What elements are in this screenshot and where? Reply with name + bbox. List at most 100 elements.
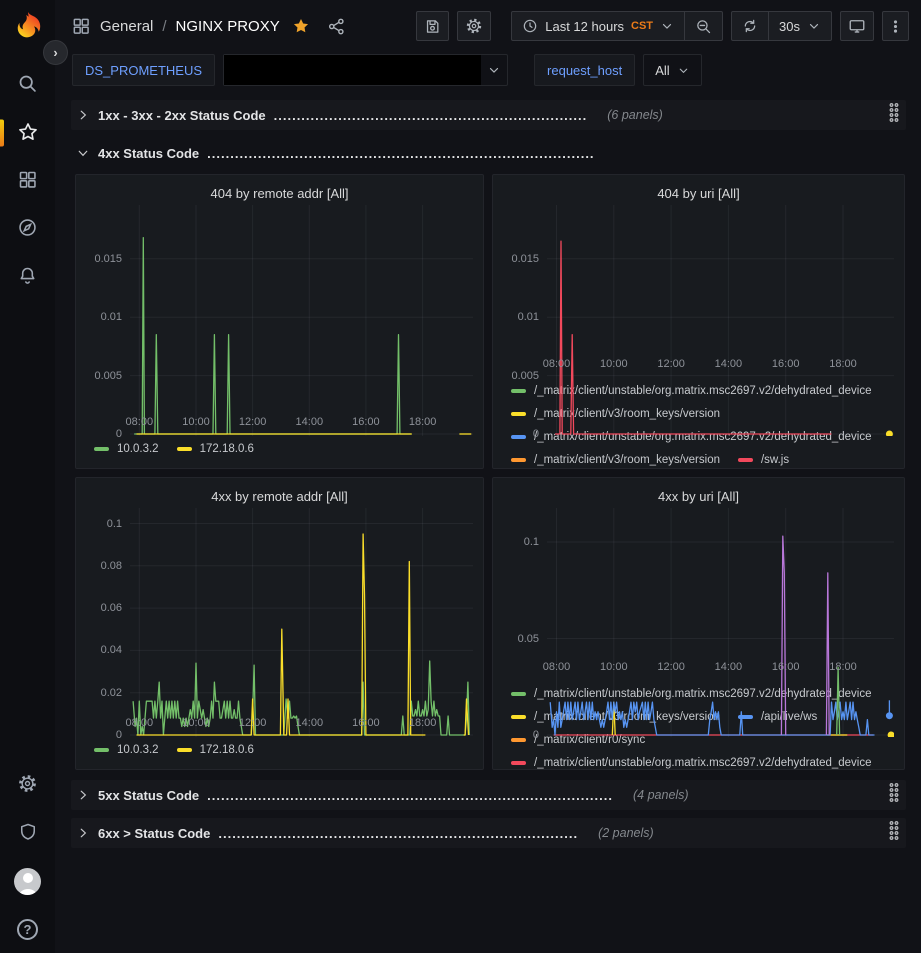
sidebar-item-server-admin[interactable]: [0, 809, 55, 857]
row-header-4xx[interactable]: 4xx Status Code ........................…: [71, 138, 906, 168]
chevron-down-icon: [481, 55, 507, 85]
datasource-variable-label[interactable]: DS_PROMETHEUS: [72, 54, 216, 86]
x-tick-label: 18:00: [829, 358, 857, 370]
row-title-leader: ........................................…: [218, 825, 579, 841]
legend-item[interactable]: /_matrix/client/unstable/org.matrix.msc2…: [511, 682, 872, 705]
x-axis: 08:00 10:00 12:00 14:00 16:00 18:00: [543, 661, 894, 677]
kebab-menu-button[interactable]: [882, 11, 909, 41]
x-tick-label: 08:00: [542, 358, 571, 370]
panel-title[interactable]: 404 by remote addr [All]: [210, 185, 349, 201]
dashboard-settings-button[interactable]: [457, 11, 492, 41]
time-series-chart: 0 0.02 0.04 0.06 0.08 0.1 08:00 10:00 12:00 14:0…: [86, 508, 473, 761]
sidebar-item-search[interactable]: [0, 61, 55, 109]
legend-item[interactable]: /_matrix/client/v3/room_keys/version: [511, 402, 720, 425]
x-tick-label: 16:00: [771, 661, 800, 673]
legend-item[interactable]: 10.0.3.2: [94, 738, 159, 761]
row-title: 4xx Status Code: [98, 145, 200, 161]
legend-item[interactable]: /api/live/ws: [737, 705, 817, 728]
legend-item[interactable]: /_matrix/client/v3/room_keys/version: [511, 448, 720, 468]
chevron-down-icon: [660, 19, 674, 33]
drag-handle-icon[interactable]: [889, 821, 899, 846]
plot-area[interactable]: [130, 205, 473, 436]
breadcrumb-dashboard-title[interactable]: NGINX PROXY: [175, 17, 280, 35]
y-axis: 0 0.02 0.04 0.06 0.08 0.1: [86, 508, 130, 742]
sidebar-item-configuration[interactable]: [0, 761, 55, 809]
x-axis: 08:00 10:00 12:00 14:00 16:00 18:00: [126, 717, 473, 733]
breadcrumb: General / NGINX PROXY: [71, 16, 346, 36]
refresh-button[interactable]: [732, 12, 768, 40]
save-dashboard-button[interactable]: [416, 11, 450, 41]
chevron-down-icon: [807, 19, 821, 33]
legend-item[interactable]: /_matrix/client/unstable/org.matrix.msc2…: [511, 751, 872, 769]
x-tick-label: 18:00: [408, 717, 437, 729]
breadcrumb-folder[interactable]: General: [100, 17, 154, 35]
clock-icon: [522, 18, 538, 34]
panel-title[interactable]: 404 by uri [All]: [657, 185, 740, 201]
y-tick-label: 0.06: [100, 602, 122, 615]
row-title: 1xx - 3xx - 2xx Status Code: [98, 107, 266, 123]
dashboard-body: 1xx - 3xx - 2xx Status Code ............…: [55, 96, 921, 953]
y-tick-label: 0.1: [106, 517, 122, 530]
grafana-logo[interactable]: [10, 9, 46, 45]
y-axis: 0 0.005 0.01 0.015: [503, 205, 547, 440]
kebab-icon: [887, 18, 904, 35]
panel-title[interactable]: 4xx by remote addr [All]: [211, 488, 348, 504]
zoom-out-time-button[interactable]: [684, 12, 722, 40]
x-tick-label: 08:00: [542, 661, 571, 673]
dashboard-header: General / NGINX PROXY Last 12 hours CST: [55, 0, 921, 52]
x-tick-label: 14:00: [714, 358, 743, 370]
panel-title[interactable]: 4xx by uri [All]: [658, 488, 739, 504]
legend-item[interactable]: /_matrix/client/unstable/org.matrix.msc2…: [511, 379, 872, 402]
tv-mode-button[interactable]: [840, 11, 874, 41]
sidebar-item-starred[interactable]: [0, 109, 55, 157]
drag-handle-icon[interactable]: [889, 103, 899, 128]
x-tick-label: 12:00: [238, 416, 267, 428]
y-tick-label: 0: [115, 428, 122, 440]
sidebar-item-help[interactable]: ?: [0, 905, 55, 953]
sidebar-expand-button[interactable]: ›: [43, 40, 68, 65]
request-host-variable-value: All: [655, 62, 670, 78]
y-tick-label: 0.005: [511, 369, 539, 382]
avatar: [14, 867, 41, 895]
timezone-label: CST: [631, 20, 654, 32]
legend-item[interactable]: 172.18.0.6: [176, 437, 254, 460]
row-header-5xx[interactable]: 5xx Status Code ........................…: [71, 780, 906, 810]
star-icon[interactable]: [292, 17, 310, 35]
sidebar-item-dashboards[interactable]: [0, 157, 55, 205]
share-icon[interactable]: [327, 17, 346, 36]
y-tick-label: 0.005: [94, 369, 122, 382]
legend-item[interactable]: 10.0.3.2: [94, 437, 159, 460]
row-title-leader: ........................................…: [207, 145, 595, 161]
plot-area[interactable]: [130, 508, 473, 737]
breadcrumb-separator: /: [162, 17, 167, 35]
legend-item[interactable]: /_matrix/client/r0/sync: [511, 728, 645, 751]
row-header-1xx-3xx-2xx[interactable]: 1xx - 3xx - 2xx Status Code ............…: [71, 100, 906, 130]
y-tick-label: 0.1: [523, 536, 539, 548]
y-tick-label: 0.015: [511, 252, 539, 265]
sidebar: ?: [0, 0, 55, 953]
time-range-picker[interactable]: Last 12 hours CST: [512, 12, 684, 40]
legend: /_matrix/client/unstable/org.matrix.msc2…: [511, 682, 894, 769]
datasource-variable-select[interactable]: [223, 54, 509, 86]
request-host-variable-label[interactable]: request_host: [534, 54, 636, 86]
plot-area[interactable]: [547, 508, 894, 737]
legend-item[interactable]: /sw.js: [737, 448, 789, 468]
x-axis: 08:00 10:00 12:00 14:00 16:00 18:00: [543, 358, 894, 374]
sidebar-item-explore[interactable]: [0, 205, 55, 253]
drag-handle-icon[interactable]: [889, 783, 899, 808]
row-header-6xx[interactable]: 6xx > Status Code ......................…: [71, 818, 906, 848]
x-tick-label: 18:00: [829, 661, 857, 673]
bell-icon: [17, 265, 38, 289]
row-panel-count: (2 panels): [598, 826, 654, 840]
legend: 10.0.3.2 172.18.0.6: [94, 437, 473, 460]
sidebar-item-alerting[interactable]: [0, 253, 55, 301]
shield-icon: [18, 822, 38, 845]
legend-item[interactable]: 172.18.0.6: [176, 738, 254, 761]
y-tick-label: 0.05: [517, 632, 539, 645]
plot-area[interactable]: [547, 205, 894, 436]
row-title-leader: ........................................…: [273, 107, 588, 123]
request-host-variable-select[interactable]: All: [643, 54, 702, 86]
sidebar-item-profile[interactable]: [0, 857, 55, 905]
refresh-interval-picker[interactable]: 30s: [768, 12, 831, 40]
chevron-right-icon: [76, 788, 90, 802]
